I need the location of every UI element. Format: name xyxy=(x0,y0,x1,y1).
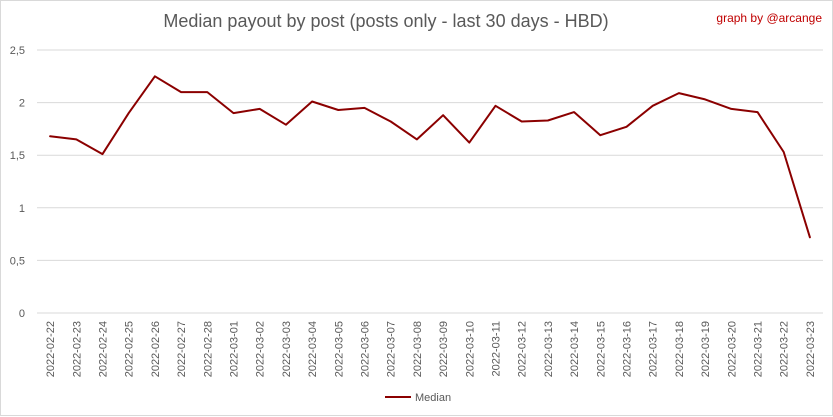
x-tick-label: 2022-03-03 xyxy=(281,321,293,377)
data-point xyxy=(755,110,760,115)
x-tick-label: 2022-03-16 xyxy=(622,321,634,377)
y-tick-label: 0,5 xyxy=(10,255,25,267)
x-tick-label: 2022-03-11 xyxy=(491,321,503,376)
data-point xyxy=(74,137,79,142)
x-tick-label: 2022-03-22 xyxy=(779,321,791,377)
data-point xyxy=(624,124,629,129)
x-tick-label: 2022-03-21 xyxy=(753,321,765,377)
data-point xyxy=(493,103,498,108)
x-tick-label: 2022-03-17 xyxy=(648,321,660,377)
data-point xyxy=(572,110,577,115)
x-tick-label: 2022-02-23 xyxy=(71,321,83,377)
x-tick-label: 2022-03-05 xyxy=(333,321,345,377)
x-tick-label: 2022-03-14 xyxy=(569,321,581,377)
data-point xyxy=(336,107,341,112)
data-point xyxy=(545,118,550,123)
x-tick-label: 2022-03-20 xyxy=(726,321,738,377)
x-tick-label: 2022-03-02 xyxy=(255,321,267,377)
chart-credit: graph by @arcange xyxy=(716,11,822,25)
data-point xyxy=(283,122,288,127)
data-point xyxy=(807,235,812,240)
y-tick-label: 1,5 xyxy=(10,150,25,162)
data-point xyxy=(650,103,655,108)
x-tick-label: 2022-02-27 xyxy=(176,321,188,377)
gridlines xyxy=(37,49,823,314)
data-point xyxy=(257,106,262,111)
x-tick-label: 2022-03-10 xyxy=(464,321,476,377)
data-point xyxy=(362,105,367,110)
data-point xyxy=(310,99,315,104)
data-point xyxy=(414,137,419,142)
data-point xyxy=(598,133,603,138)
x-tick-label: 2022-03-12 xyxy=(517,321,529,377)
x-tick-label: 2022-02-25 xyxy=(124,321,136,377)
y-tick-label: 0 xyxy=(19,308,25,320)
x-tick-label: 2022-03-01 xyxy=(229,321,241,377)
data-point xyxy=(100,152,105,157)
data-point xyxy=(48,134,53,139)
x-tick-label: 2022-03-18 xyxy=(674,321,686,377)
x-tick-label: 2022-03-19 xyxy=(700,321,712,377)
series-layer xyxy=(48,74,812,240)
x-tick-label: 2022-02-22 xyxy=(45,321,57,377)
x-tick-label: 2022-03-04 xyxy=(307,321,319,377)
x-tick-label: 2022-03-09 xyxy=(438,321,450,377)
data-point xyxy=(676,91,681,96)
x-tick-label: 2022-02-28 xyxy=(202,321,214,377)
y-axis-ticks: 0 0,5 1 1,5 2 2,5 xyxy=(10,45,25,320)
data-point xyxy=(205,90,210,95)
data-point xyxy=(467,140,472,145)
x-tick-label: 2022-02-24 xyxy=(98,321,110,377)
x-tick-label: 2022-03-06 xyxy=(360,321,372,377)
x-tick-label: 2022-02-26 xyxy=(150,321,162,377)
x-tick-label: 2022-03-13 xyxy=(543,321,555,377)
data-point xyxy=(781,150,786,155)
data-point xyxy=(152,74,157,79)
data-point xyxy=(388,119,393,124)
x-tick-label: 2022-03-15 xyxy=(595,321,607,377)
legend: Median xyxy=(385,392,451,404)
y-tick-label: 2 xyxy=(19,98,25,110)
data-point xyxy=(703,97,708,102)
y-tick-label: 2,5 xyxy=(10,45,25,57)
data-point xyxy=(729,106,734,111)
x-axis-ticks: 2022-02-22 2022-02-23 2022-02-24 2022-02-25… xyxy=(45,321,817,377)
x-tick-label: 2022-03-23 xyxy=(805,321,817,377)
legend-label-median: Median xyxy=(415,392,451,404)
series-line-median xyxy=(49,75,811,239)
data-point xyxy=(441,113,446,118)
data-point xyxy=(231,111,236,116)
chart-title: Median payout by post (posts only - last… xyxy=(163,11,609,31)
data-point xyxy=(179,90,184,95)
y-tick-label: 1 xyxy=(19,203,25,215)
x-tick-label: 2022-03-08 xyxy=(412,321,424,377)
data-point xyxy=(519,119,524,124)
data-point xyxy=(126,111,131,116)
x-tick-label: 2022-03-07 xyxy=(386,321,398,377)
